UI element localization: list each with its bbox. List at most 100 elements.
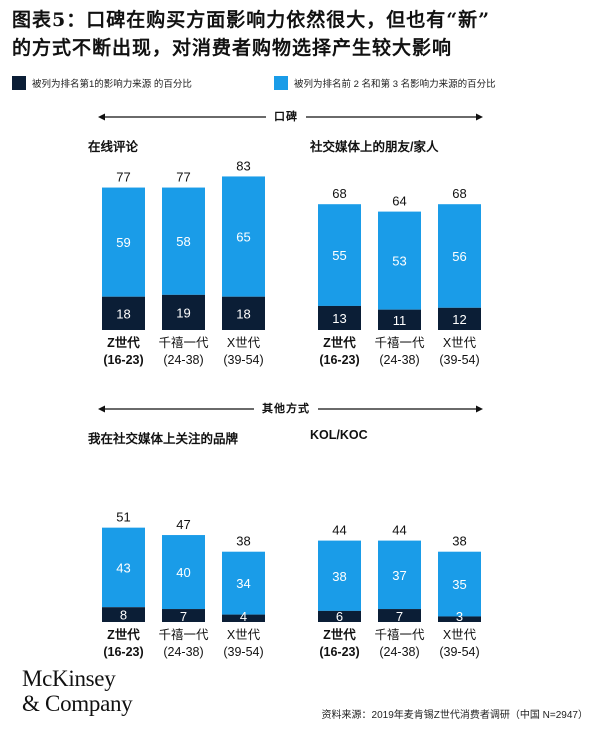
bar-first-segment (102, 607, 145, 622)
data-label-total: 51 (116, 510, 130, 525)
bar-first-segment (222, 296, 265, 330)
category-age-label: (24-38) (163, 353, 203, 367)
bar-top3-segment (162, 187, 205, 295)
data-label-total: 38 (452, 534, 466, 549)
data-label-top3: 58 (176, 234, 190, 249)
data-label-first: 8 (120, 608, 127, 623)
data-label-first: 12 (452, 312, 466, 327)
section-divider-word-of-mouth: 口碑 (98, 110, 483, 124)
category-age-label: (39-54) (439, 353, 479, 367)
bar-first-segment (378, 309, 421, 330)
data-label-first: 7 (180, 609, 187, 624)
section-label-word-of-mouth: 口碑 (266, 110, 306, 124)
data-label-first: 3 (456, 609, 463, 624)
bar-top3-segment (378, 211, 421, 310)
category-age-label: (39-54) (439, 645, 479, 659)
category-age-label: (16-23) (319, 353, 359, 367)
logo-line-2: & Company (22, 691, 133, 716)
data-label-total: 77 (176, 170, 190, 185)
source-note: 资料来源：2019年麦肯锡Z世代消费者调研（中国 N=2947） (321, 710, 588, 721)
category-label: 千禧一代 (374, 628, 425, 642)
title-line-2: 的方式不断出现，对消费者购物选择产生较大影响 (12, 37, 453, 59)
data-label-top3: 37 (392, 568, 406, 583)
category-label: X世代 (443, 628, 477, 642)
chart-friends-family: 55 13 68 Z世代 (16-23) 53 11 64 千禧一代 (24-38) 56 12 68 X… (318, 186, 481, 367)
panel-title-brands: 我在社交媒体上关注的品牌 (88, 432, 239, 446)
legend-swatch-blue (274, 76, 288, 90)
panel-title-online-reviews: 在线评论 (88, 140, 139, 154)
bar-first-segment (378, 609, 421, 622)
category-label: X世代 (227, 336, 261, 350)
legend-swatch-dark (12, 76, 26, 90)
category-label: Z世代 (107, 335, 140, 350)
category-label: Z世代 (323, 627, 356, 642)
bar-top3-segment (102, 187, 145, 297)
mckinsey-logo: McKinsey & Company (22, 666, 133, 716)
data-label-top3: 55 (332, 248, 346, 263)
bar-top3-segment (438, 551, 481, 617)
bar-first-segment (318, 305, 361, 330)
data-label-total: 64 (392, 194, 406, 209)
chart-kol-koc: 38 6 44 Z世代 (16-23) 37 7 44 千禧一代 (24-38) 35 3 38 X世代 (… (318, 523, 481, 659)
section-label-other: 其他方式 (254, 402, 318, 416)
bar-top3-segment (222, 551, 265, 615)
legend-label-top3: 被列为排名前 2 名和第 3 名影响力来源的百分比 (294, 79, 496, 90)
data-label-total: 47 (176, 517, 190, 532)
bar-first-segment (318, 610, 361, 622)
bar-first-segment (162, 294, 205, 330)
data-label-top3: 65 (236, 230, 250, 245)
category-age-label: (24-38) (163, 645, 203, 659)
chart-online-reviews: 59 18 77 Z世代 (16-23) 58 19 77 千禧一代 (24-38) 65 18 83 X… (102, 158, 265, 367)
logo-line-1: McKinsey (22, 666, 116, 691)
data-label-total: 83 (236, 158, 250, 173)
category-label: Z世代 (107, 627, 140, 642)
chart-title: 图表5：口碑在购买方面影响力依然很大，但也有“新” 的方式不断出现，对消费者购物… (12, 6, 592, 62)
panel-title-kol-koc: KOL/KOC (310, 428, 368, 442)
data-label-total: 44 (332, 523, 346, 538)
legend-label-first: 被列为排名第1的影响力来源 的百分比 (32, 79, 192, 90)
bar-first-segment (222, 614, 265, 622)
legend-item-first: 被列为排名第1的影响力来源 的百分比 (12, 76, 192, 90)
category-label: 千禧一代 (158, 628, 209, 642)
data-label-top3: 56 (452, 249, 466, 264)
category-label: Z世代 (323, 335, 356, 350)
category-age-label: (16-23) (103, 353, 143, 367)
data-label-top3: 40 (176, 565, 190, 580)
data-label-top3: 34 (236, 576, 250, 591)
bar-top3-segment (162, 535, 205, 610)
chart-brands: 43851Z世代(16-23)40747千禧一代(24-38)34438X世代(… (102, 510, 265, 659)
bar-first-segment (438, 616, 481, 622)
category-age-label: (16-23) (319, 645, 359, 659)
data-label-first: 11 (393, 313, 407, 328)
bar-top3-segment (318, 540, 361, 611)
data-label-first: 19 (176, 305, 190, 320)
category-age-label: (24-38) (379, 645, 419, 659)
bar-top3-segment (318, 204, 361, 306)
data-label-first: 18 (236, 306, 250, 321)
data-label-first: 13 (332, 311, 346, 326)
bar-top3-segment (378, 540, 421, 610)
category-label: 千禧一代 (158, 336, 209, 350)
category-age-label: (24-38) (379, 353, 419, 367)
bar-top3-segment (222, 176, 265, 297)
bar-first-segment (162, 609, 205, 622)
data-label-total: 38 (236, 534, 250, 549)
data-label-total: 44 (392, 523, 406, 538)
bar-top3-segment (102, 527, 145, 608)
data-label-top3: 53 (392, 254, 406, 269)
data-label-top3: 38 (332, 569, 346, 584)
category-label: X世代 (443, 336, 477, 350)
data-label-total: 77 (116, 170, 130, 185)
panel-title-friends-family: 社交媒体上的朋友/家人 (310, 140, 439, 154)
data-label-total: 68 (452, 186, 466, 201)
legend: 被列为排名第1的影响力来源 的百分比 被列为排名前 2 名和第 3 名影响力来源… (12, 76, 592, 90)
data-label-first: 6 (336, 609, 343, 624)
data-label-top3: 43 (116, 560, 130, 575)
title-line-1: 图表5：口碑在购买方面影响力依然很大，但也有“新” (12, 9, 491, 31)
data-label-first: 4 (240, 609, 247, 624)
category-age-label: (39-54) (223, 353, 263, 367)
category-age-label: (16-23) (103, 645, 143, 659)
data-label-first: 18 (116, 306, 130, 321)
bar-first-segment (438, 307, 481, 330)
category-label: X世代 (227, 628, 261, 642)
